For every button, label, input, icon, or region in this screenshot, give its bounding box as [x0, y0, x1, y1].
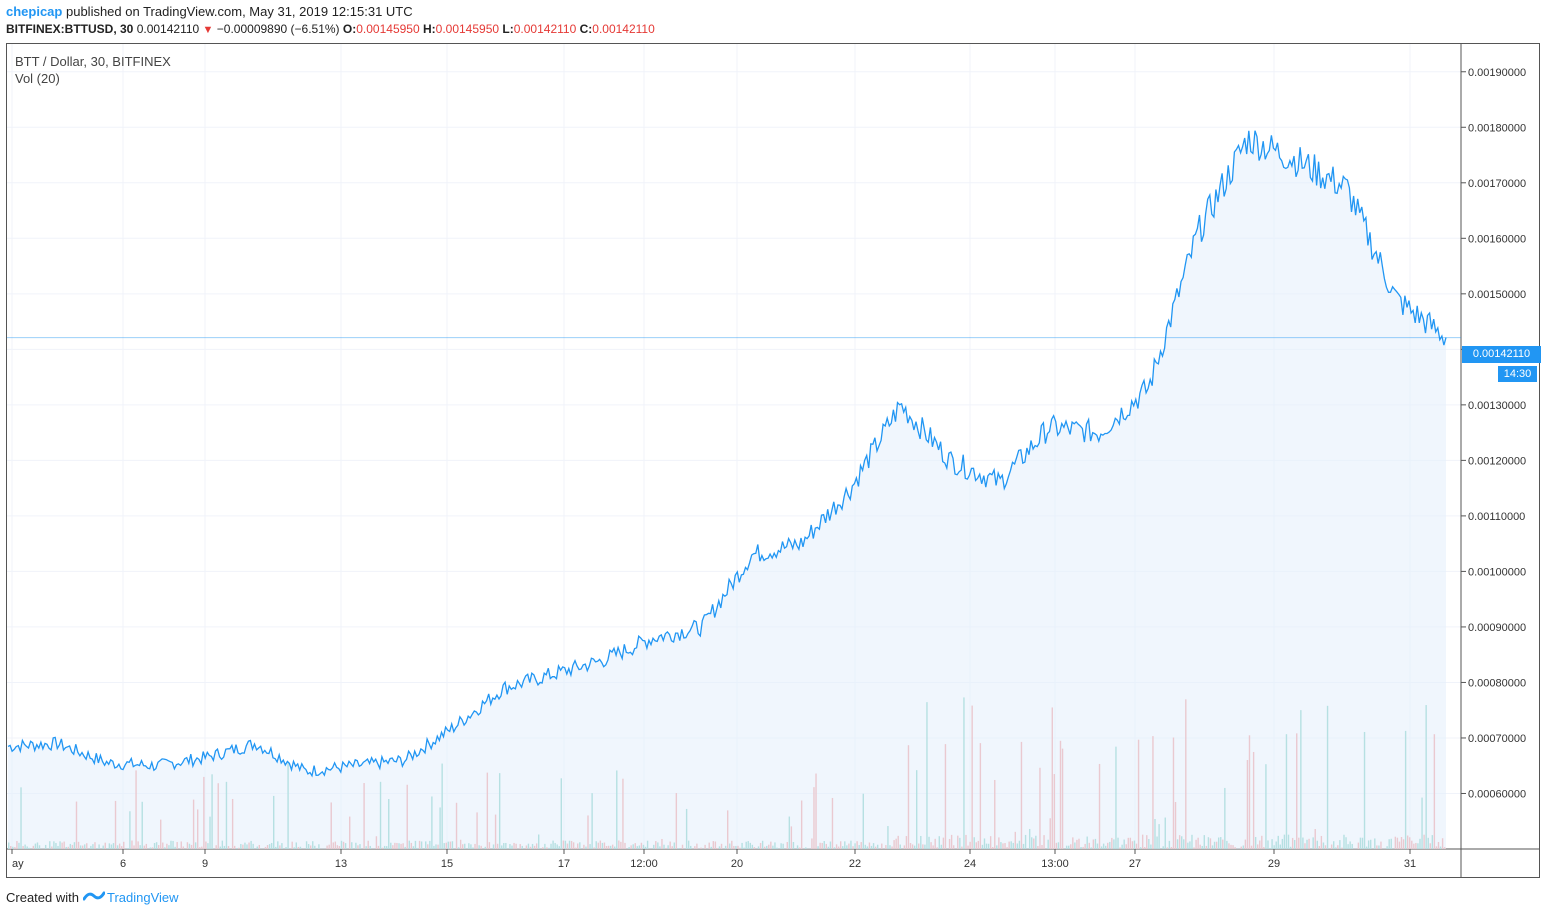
- x-tick-label: 31: [1404, 858, 1416, 870]
- high-value: 0.00145950: [435, 22, 500, 36]
- tradingview-logo-icon: [82, 889, 106, 906]
- y-tick-label: 0.00080000: [1468, 677, 1526, 689]
- y-tick-label: 0.00150000: [1468, 289, 1526, 301]
- last-price-tag: 0.00142110: [1462, 346, 1541, 363]
- ohlc-bar: BITFINEX:BTTUSD, 30 0.00142110 ▼ −0.0000…: [6, 22, 655, 36]
- chart-legend: BTT / Dollar, 30, BITFINEX Vol (20): [15, 53, 171, 87]
- price-area: [8, 130, 1446, 849]
- publish-info: chepicap published on TradingView.com, M…: [6, 4, 413, 19]
- chart-frame[interactable]: [6, 43, 1540, 878]
- y-tick-label: 0.00180000: [1468, 122, 1526, 134]
- publish-text: published on TradingView.com, May 31, 20…: [65, 4, 413, 19]
- countdown-tag: 14:30: [1498, 366, 1537, 382]
- open-value: 0.00145950: [356, 22, 420, 36]
- series-title: BTT / Dollar, 30, BITFINEX: [15, 54, 171, 69]
- x-tick-label: 13: [335, 858, 347, 870]
- close-label: C:: [579, 22, 593, 36]
- price-line: [7, 130, 1447, 778]
- x-tick-label: 20: [731, 858, 743, 870]
- footer: Created with TradingView: [6, 889, 179, 906]
- high-label: H:: [422, 22, 436, 36]
- close-value: 0.00142110: [592, 22, 655, 36]
- volume-title: Vol (20): [15, 71, 60, 86]
- x-tick-label: 6: [120, 858, 126, 870]
- last-price: 0.00142110: [136, 22, 200, 36]
- x-tick-label: 29: [1268, 858, 1280, 870]
- x-tick-label: 17: [558, 858, 570, 870]
- y-tick-label: 0.00120000: [1468, 455, 1526, 467]
- y-tick-label: 0.00070000: [1468, 733, 1526, 745]
- symbol-label: BITFINEX:BTTUSD, 30: [6, 22, 134, 36]
- created-with-text: Created with: [6, 890, 79, 905]
- y-tick-label: 0.00130000: [1468, 400, 1526, 412]
- price-change: −0.00009890 (−6.51%): [216, 22, 340, 36]
- x-tick-label: 15: [441, 858, 453, 870]
- x-tick-label: 13:00: [1041, 858, 1069, 870]
- y-tick-label: 0.00170000: [1468, 178, 1526, 190]
- tradingview-brand[interactable]: TradingView: [106, 890, 179, 905]
- low-value: 0.00142110: [513, 22, 577, 36]
- y-tick-label: 0.00110000: [1468, 511, 1525, 523]
- open-label: O:: [342, 22, 357, 36]
- down-arrow-icon: ▼: [202, 24, 214, 36]
- low-label: L:: [502, 22, 514, 36]
- x-tick-label: 27: [1129, 858, 1141, 870]
- y-tick-label: 0.00100000: [1468, 566, 1526, 578]
- x-tick-label: 9: [202, 858, 208, 870]
- x-tick-label: 12:00: [630, 858, 658, 870]
- x-tick-label: 24: [964, 858, 976, 870]
- x-tick-label: ay: [12, 858, 24, 870]
- x-tick-label: 22: [849, 858, 861, 870]
- y-tick-label: 0.00090000: [1468, 622, 1526, 634]
- y-tick-label: 0.00190000: [1468, 67, 1526, 79]
- author-link[interactable]: chepicap: [6, 4, 63, 19]
- y-tick-label: 0.00060000: [1468, 788, 1526, 800]
- y-tick-label: 0.00160000: [1468, 233, 1526, 245]
